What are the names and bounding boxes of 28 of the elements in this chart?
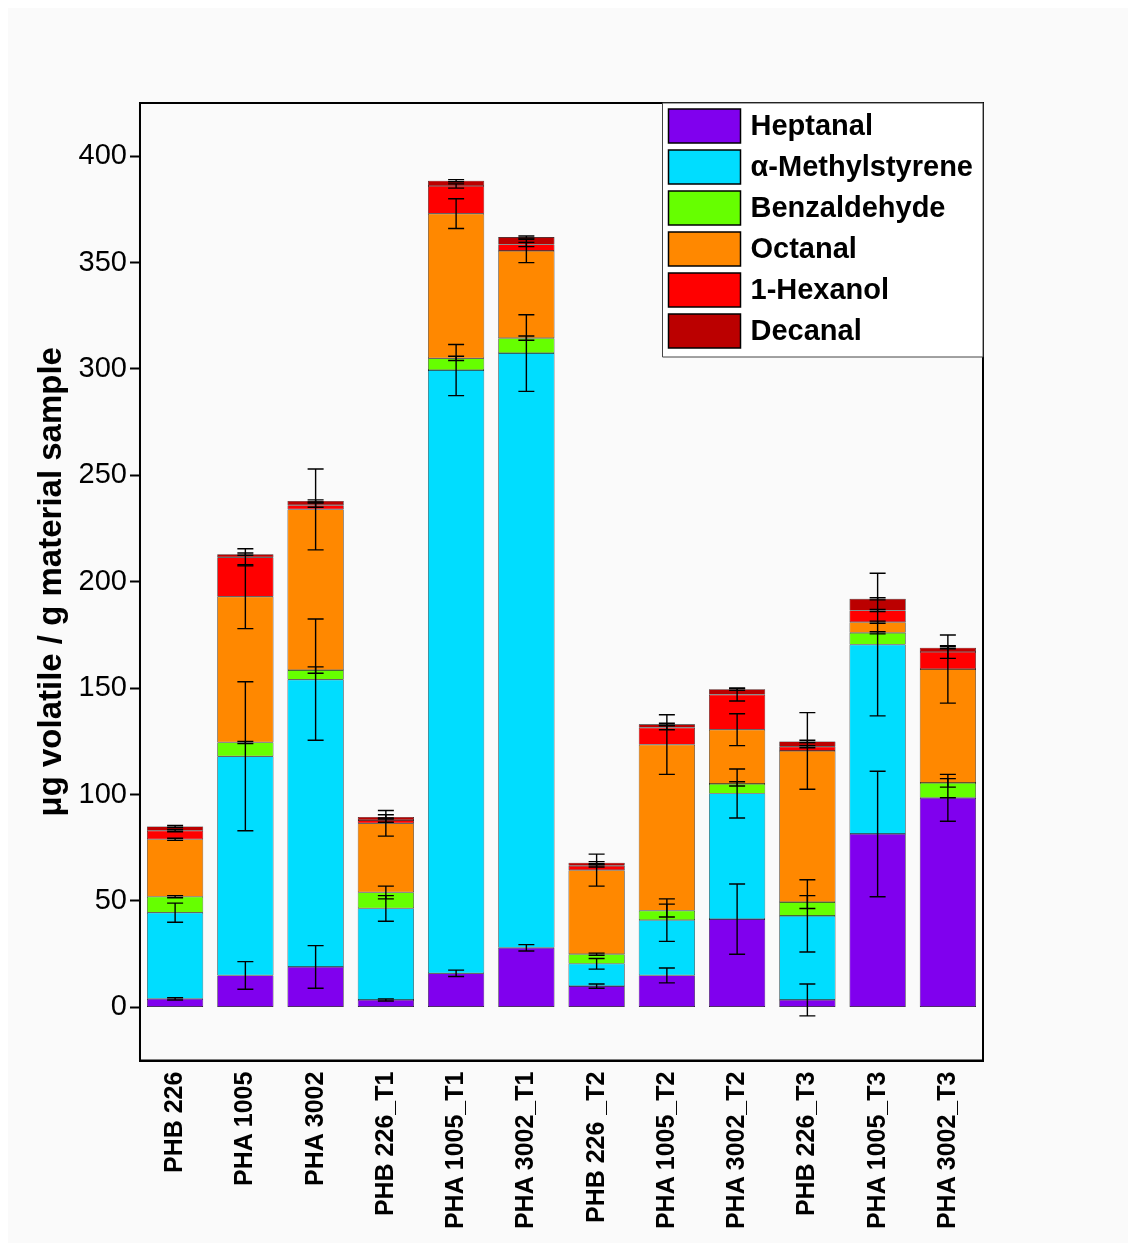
y-tick-label: 100 [78,776,127,809]
x-tick-label: PHA 3002_T3 [931,1071,960,1230]
y-tick-label: 250 [78,457,127,490]
legend-label: α-Methylstyrene [750,150,973,182]
y-tick-label: 400 [78,138,127,171]
x-tick-label: PHA 1005_T2 [650,1071,679,1230]
legend-label: Heptanal [750,109,873,141]
y-tick-label: 350 [78,244,127,277]
y-tick-label: 200 [78,563,127,596]
y-tick-label: 300 [78,350,127,383]
x-tick-label: PHA 1005_T3 [861,1071,890,1230]
x-tick-label: PHB 226 [159,1071,187,1174]
x-tick-label: PHB 226 _T2 [580,1071,609,1224]
legend-label: Decanal [750,314,862,346]
legend-label: Octanal [750,232,857,264]
x-tick-label: PHA 3002_T2 [721,1071,750,1230]
y-axis-title: μg volatile / g material sample [30,347,68,817]
legend-label: 1-Hexanol [750,273,890,305]
x-tick-label: PHA 1005_T1 [440,1071,469,1230]
x-tick-label: PHA 1005 [229,1071,258,1186]
x-tick-label: PHA 3002_T1 [510,1071,539,1230]
y-tick-label: 150 [78,670,127,703]
x-tick-label: PHA 3002 [299,1071,328,1186]
x-tick-label: PHB 226_T3 [791,1071,820,1217]
legend-label: Benzaldehyde [750,191,946,223]
y-tick-label: 50 [94,882,127,915]
y-tick-label: 0 [110,989,127,1022]
x-tick-label: PHB 226_T1 [369,1071,398,1217]
